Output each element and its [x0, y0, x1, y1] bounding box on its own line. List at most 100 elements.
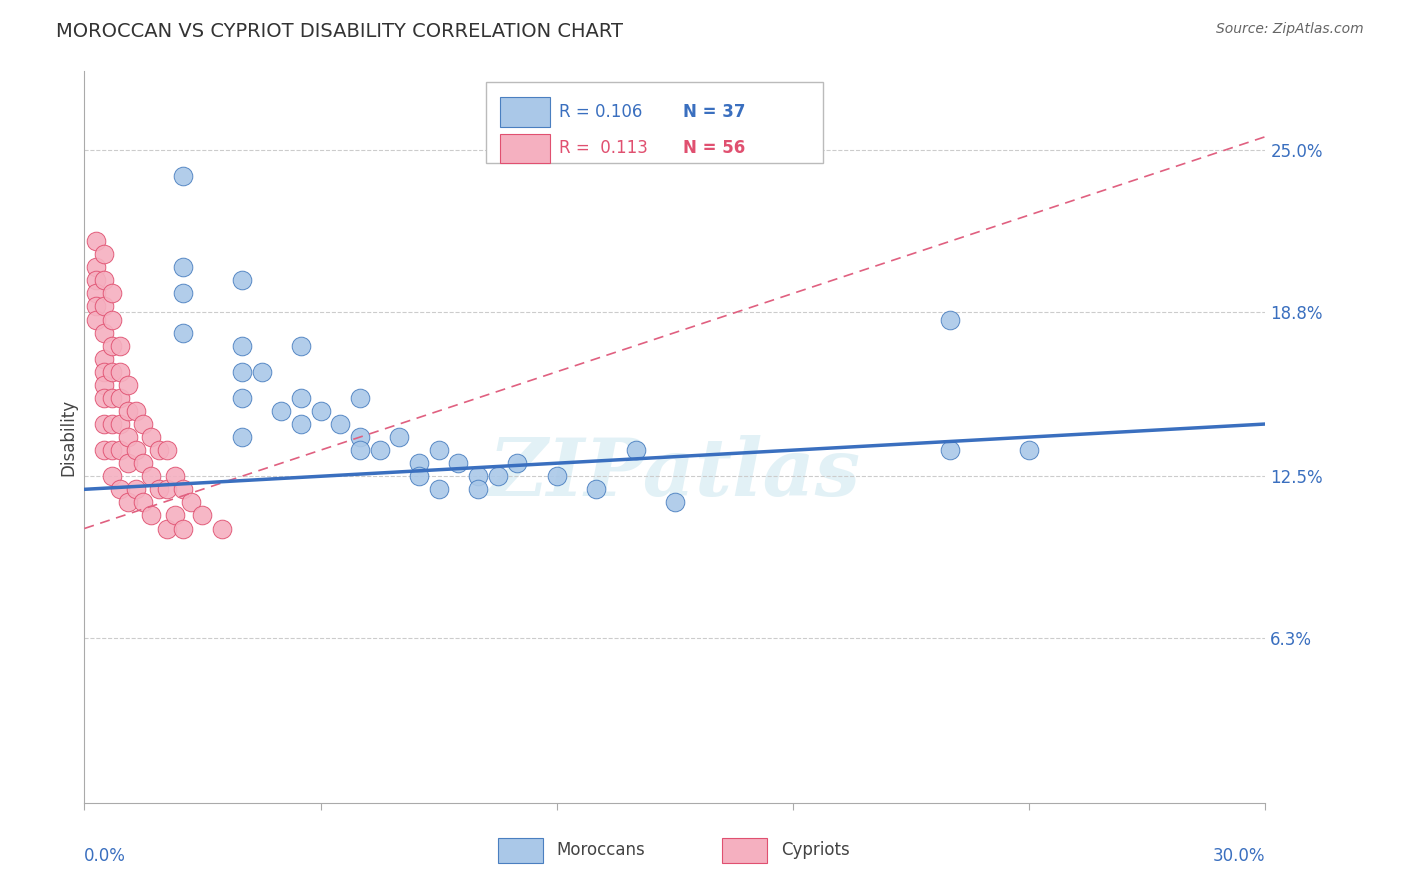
Point — [231, 391, 253, 405]
Point — [101, 286, 124, 301]
Point — [124, 404, 146, 418]
Point — [163, 469, 186, 483]
Text: R = 0.106: R = 0.106 — [560, 103, 643, 121]
Point — [163, 508, 186, 523]
Text: N = 56: N = 56 — [683, 139, 745, 157]
Text: 0.0%: 0.0% — [84, 847, 127, 864]
Text: Source: ZipAtlas.com: Source: ZipAtlas.com — [1216, 22, 1364, 37]
Point — [349, 391, 371, 405]
Point — [84, 273, 107, 287]
Point — [93, 351, 115, 366]
FancyBboxPatch shape — [486, 82, 823, 163]
Point — [447, 456, 470, 470]
Point — [250, 365, 273, 379]
Point — [156, 483, 179, 497]
Point — [172, 169, 194, 183]
Point — [101, 365, 124, 379]
Point — [108, 443, 131, 458]
Text: ZIPatlas: ZIPatlas — [489, 435, 860, 512]
Point — [231, 430, 253, 444]
Point — [93, 300, 115, 314]
Point — [349, 430, 371, 444]
Text: Cypriots: Cypriots — [782, 841, 849, 859]
Point — [84, 312, 107, 326]
Point — [231, 365, 253, 379]
Point — [349, 443, 371, 458]
Point — [408, 456, 430, 470]
Point — [290, 339, 312, 353]
Point — [290, 417, 312, 431]
Point — [124, 443, 146, 458]
Point — [132, 417, 155, 431]
Point — [141, 508, 163, 523]
Point — [231, 339, 253, 353]
Point — [117, 404, 139, 418]
Point — [309, 404, 332, 418]
Point — [101, 391, 124, 405]
Point — [93, 365, 115, 379]
Point — [939, 312, 962, 326]
Point — [585, 483, 607, 497]
Point — [101, 312, 124, 326]
Point — [93, 326, 115, 340]
Point — [270, 404, 292, 418]
Point — [486, 469, 509, 483]
Point — [101, 443, 124, 458]
Point — [148, 443, 170, 458]
Point — [172, 521, 194, 535]
Point — [172, 260, 194, 275]
Point — [108, 365, 131, 379]
FancyBboxPatch shape — [501, 134, 550, 163]
Point — [132, 495, 155, 509]
Point — [172, 483, 194, 497]
Y-axis label: Disability: Disability — [59, 399, 77, 475]
Point — [101, 417, 124, 431]
Point — [172, 286, 194, 301]
Text: 30.0%: 30.0% — [1213, 847, 1265, 864]
Text: MOROCCAN VS CYPRIOT DISABILITY CORRELATION CHART: MOROCCAN VS CYPRIOT DISABILITY CORRELATI… — [56, 22, 623, 41]
Point — [180, 495, 202, 509]
Text: R =  0.113: R = 0.113 — [560, 139, 648, 157]
Point — [117, 430, 139, 444]
Point — [101, 469, 124, 483]
Point — [506, 456, 529, 470]
Point — [84, 286, 107, 301]
Point — [93, 377, 115, 392]
Point — [108, 483, 131, 497]
Point — [427, 443, 450, 458]
Point — [191, 508, 214, 523]
Point — [93, 443, 115, 458]
Point — [408, 469, 430, 483]
Point — [108, 417, 131, 431]
Point — [156, 521, 179, 535]
FancyBboxPatch shape — [723, 838, 768, 863]
Point — [84, 260, 107, 275]
Point — [93, 273, 115, 287]
Point — [546, 469, 568, 483]
Point — [211, 521, 233, 535]
Point — [664, 495, 686, 509]
Point — [148, 483, 170, 497]
Point — [329, 417, 352, 431]
Point — [84, 234, 107, 248]
Point — [93, 417, 115, 431]
Point — [141, 469, 163, 483]
Text: N = 37: N = 37 — [683, 103, 745, 121]
Text: Moroccans: Moroccans — [557, 841, 645, 859]
Point — [84, 300, 107, 314]
Point — [939, 443, 962, 458]
Point — [467, 483, 489, 497]
Point — [467, 469, 489, 483]
Point — [388, 430, 411, 444]
Point — [231, 273, 253, 287]
Point — [290, 391, 312, 405]
Point — [368, 443, 391, 458]
FancyBboxPatch shape — [501, 97, 550, 127]
Point — [132, 456, 155, 470]
Point — [141, 430, 163, 444]
Point — [117, 456, 139, 470]
Point — [156, 443, 179, 458]
Point — [124, 483, 146, 497]
Point — [93, 391, 115, 405]
Point — [172, 326, 194, 340]
